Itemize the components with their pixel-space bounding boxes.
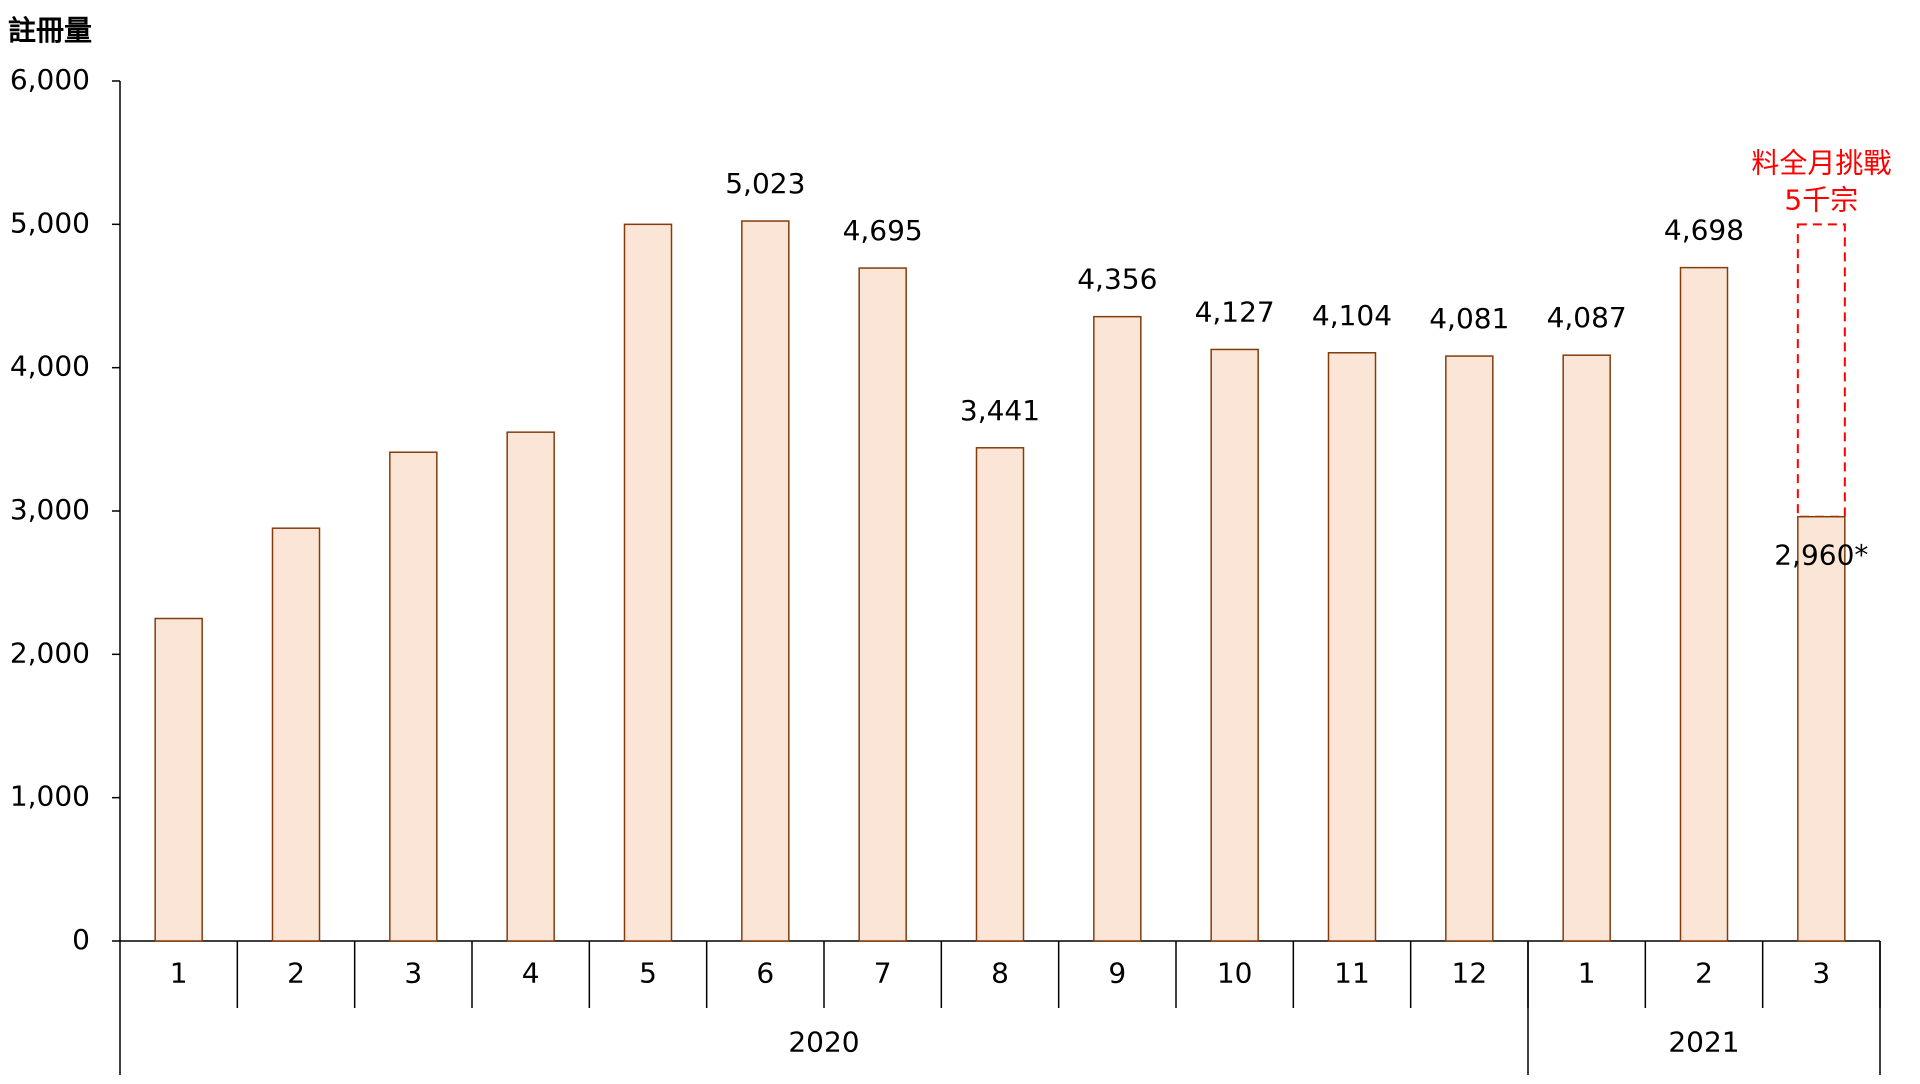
bar bbox=[741, 220, 790, 942]
value-label: 4,698 bbox=[1664, 214, 1744, 247]
bar bbox=[975, 447, 1025, 942]
value-label: 4,081 bbox=[1429, 302, 1509, 335]
value-label: 4,695 bbox=[843, 214, 923, 247]
bar bbox=[1327, 352, 1377, 942]
x-tick-label: 11 bbox=[1334, 957, 1370, 990]
x-tick-label: 9 bbox=[1108, 957, 1126, 990]
value-label: 4,087 bbox=[1547, 301, 1627, 334]
value-label: 5,023 bbox=[725, 167, 805, 200]
y-axis-label: 註冊量 bbox=[8, 14, 92, 47]
bar bbox=[271, 527, 321, 942]
bar bbox=[1093, 315, 1142, 942]
x-tick-label: 1 bbox=[170, 957, 188, 990]
bar bbox=[1679, 266, 1729, 942]
y-tick-label: 4,000 bbox=[10, 350, 90, 383]
y-tick-label: 0 bbox=[72, 923, 90, 956]
bar bbox=[154, 617, 203, 942]
target-annotation: 料全月挑戰 bbox=[1751, 146, 1891, 179]
bar bbox=[1562, 354, 1611, 942]
bar bbox=[389, 451, 438, 942]
x-tick-label: 12 bbox=[1452, 957, 1488, 990]
value-label: 4,127 bbox=[1195, 295, 1275, 328]
y-tick-label: 2,000 bbox=[10, 636, 90, 669]
bar bbox=[858, 267, 907, 942]
bar bbox=[623, 223, 673, 942]
x-tick-label: 1 bbox=[1578, 957, 1596, 990]
bar bbox=[1797, 515, 1846, 942]
y-tick-label: 3,000 bbox=[10, 493, 90, 526]
value-label: 3,441 bbox=[960, 394, 1040, 427]
x-tick-label: 2 bbox=[287, 957, 305, 990]
x-tick-label: 6 bbox=[756, 957, 774, 990]
bar bbox=[1445, 355, 1494, 942]
target-annotation: 5千宗 bbox=[1784, 183, 1858, 216]
x-tick-label: 5 bbox=[639, 957, 657, 990]
group-label: 2020 bbox=[788, 1026, 859, 1059]
x-tick-label: 2 bbox=[1695, 957, 1713, 990]
value-label: 2,960* bbox=[1774, 539, 1868, 572]
bar bbox=[1210, 348, 1259, 942]
value-label: 4,104 bbox=[1312, 299, 1392, 332]
group-label: 2021 bbox=[1668, 1026, 1739, 1059]
x-tick-label: 8 bbox=[991, 957, 1009, 990]
y-tick-label: 5,000 bbox=[10, 206, 90, 239]
target-box bbox=[1796, 223, 1846, 518]
y-tick-label: 1,000 bbox=[10, 780, 90, 813]
bar bbox=[506, 431, 555, 942]
value-label: 4,356 bbox=[1077, 263, 1157, 296]
y-tick-label: 6,000 bbox=[10, 63, 90, 96]
x-tick-label: 3 bbox=[1812, 957, 1830, 990]
x-tick-label: 7 bbox=[874, 957, 892, 990]
x-tick-label: 4 bbox=[522, 957, 540, 990]
x-tick-label: 3 bbox=[404, 957, 422, 990]
x-tick-label: 10 bbox=[1217, 957, 1253, 990]
